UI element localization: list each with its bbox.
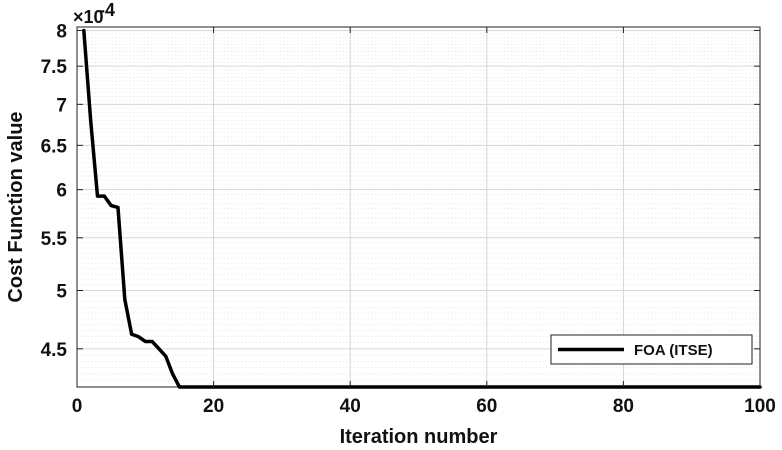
y-exponent-power: -4 — [99, 0, 115, 20]
legend: FOA (ITSE) — [550, 334, 753, 365]
x-tick-label: 20 — [203, 396, 224, 417]
legend-box — [550, 334, 753, 365]
legend-label-foa-itse: FOA (ITSE) — [634, 342, 713, 359]
y-exponent-base: ×10 — [73, 7, 104, 27]
y-tick-label: 7 — [56, 95, 67, 116]
series-layer — [82, 28, 762, 389]
x-tick-label: 0 — [72, 396, 83, 417]
y-tick-label: 5 — [56, 282, 67, 303]
y-axis-ticks: 4.5 5 5.5 6 6.5 7 7.5 8 — [41, 21, 760, 361]
y-tick-label: 8 — [56, 21, 67, 42]
y-tick-label: 5.5 — [41, 229, 68, 250]
y-tick-label: 6 — [56, 181, 67, 202]
x-tick-label: 60 — [476, 396, 497, 417]
minor-grid — [77, 26, 760, 381]
x-tick-label: 40 — [340, 396, 361, 417]
y-tick-label: 4.5 — [41, 340, 68, 361]
y-exponent: ×10 -4 — [73, 0, 115, 27]
x-axis-ticks: 0 20 40 60 80 100 — [72, 27, 776, 417]
x-tick-label: 80 — [613, 396, 634, 417]
y-tick-label: 6.5 — [41, 136, 68, 157]
series-line-foa-itse — [82, 28, 762, 389]
x-tick-label: 100 — [744, 396, 776, 417]
x-axis-label: Iteration number — [340, 426, 498, 448]
y-axis-label: Cost Function value — [5, 111, 27, 302]
y-tick-label: 7.5 — [41, 57, 68, 78]
